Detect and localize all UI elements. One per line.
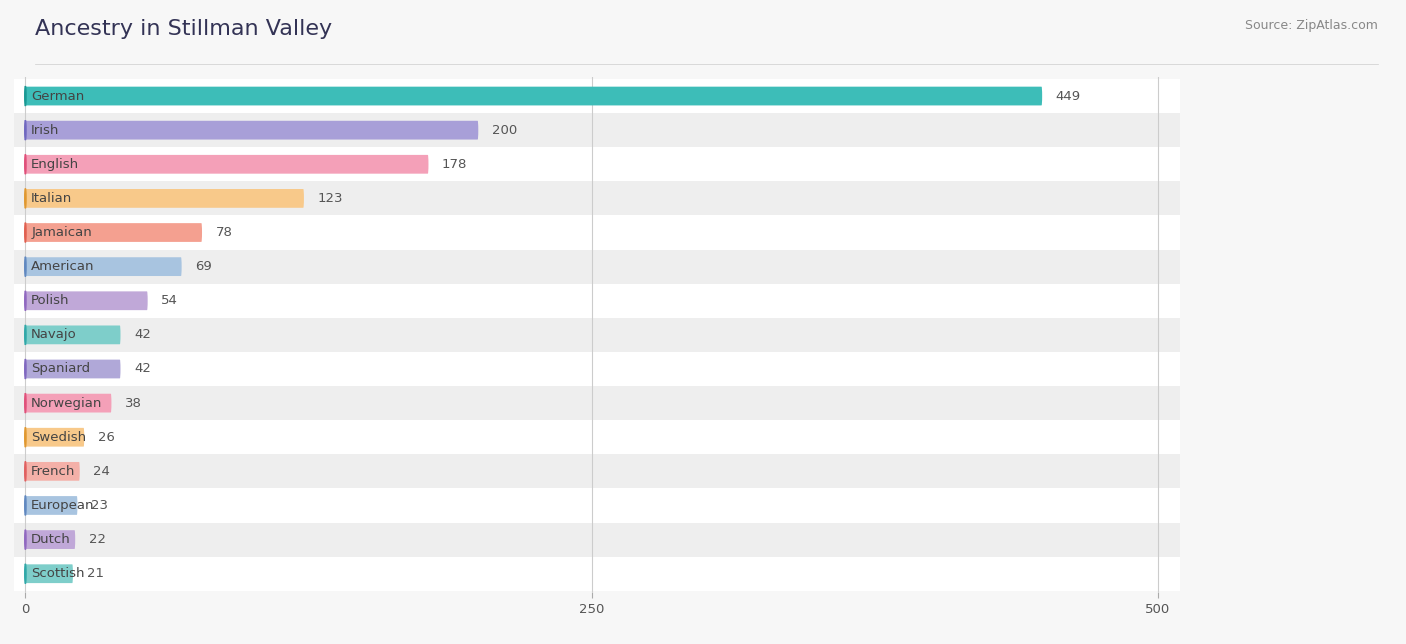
Text: 23: 23 <box>91 499 108 512</box>
Text: Polish: Polish <box>31 294 70 307</box>
Text: 200: 200 <box>492 124 517 137</box>
Text: 26: 26 <box>98 431 115 444</box>
Text: Jamaican: Jamaican <box>31 226 91 239</box>
Text: 38: 38 <box>125 397 142 410</box>
Text: American: American <box>31 260 94 273</box>
FancyBboxPatch shape <box>3 522 1180 556</box>
FancyBboxPatch shape <box>3 79 1180 113</box>
FancyBboxPatch shape <box>25 257 181 276</box>
Text: Navajo: Navajo <box>31 328 77 341</box>
Text: European: European <box>31 499 94 512</box>
FancyBboxPatch shape <box>25 325 121 345</box>
Text: 178: 178 <box>441 158 467 171</box>
FancyBboxPatch shape <box>3 284 1180 318</box>
FancyBboxPatch shape <box>25 496 77 515</box>
Text: Source: ZipAtlas.com: Source: ZipAtlas.com <box>1244 19 1378 32</box>
FancyBboxPatch shape <box>25 291 148 310</box>
Text: Spaniard: Spaniard <box>31 363 90 375</box>
Text: 22: 22 <box>89 533 105 546</box>
Text: Scottish: Scottish <box>31 567 84 580</box>
Text: 42: 42 <box>134 363 150 375</box>
Text: 78: 78 <box>215 226 232 239</box>
FancyBboxPatch shape <box>25 223 202 242</box>
Text: Ancestry in Stillman Valley: Ancestry in Stillman Valley <box>35 19 332 39</box>
Text: 54: 54 <box>162 294 179 307</box>
FancyBboxPatch shape <box>3 182 1180 216</box>
FancyBboxPatch shape <box>25 564 73 583</box>
FancyBboxPatch shape <box>3 556 1180 591</box>
FancyBboxPatch shape <box>3 386 1180 420</box>
Text: Norwegian: Norwegian <box>31 397 103 410</box>
FancyBboxPatch shape <box>25 393 111 413</box>
FancyBboxPatch shape <box>3 454 1180 488</box>
Text: French: French <box>31 465 76 478</box>
Text: Italian: Italian <box>31 192 72 205</box>
FancyBboxPatch shape <box>25 87 1042 106</box>
FancyBboxPatch shape <box>3 352 1180 386</box>
Text: Dutch: Dutch <box>31 533 70 546</box>
FancyBboxPatch shape <box>3 420 1180 454</box>
FancyBboxPatch shape <box>25 121 478 140</box>
Text: 69: 69 <box>195 260 212 273</box>
Text: 123: 123 <box>318 192 343 205</box>
Text: 24: 24 <box>93 465 110 478</box>
Text: 21: 21 <box>87 567 104 580</box>
FancyBboxPatch shape <box>25 462 80 480</box>
FancyBboxPatch shape <box>3 318 1180 352</box>
FancyBboxPatch shape <box>25 530 75 549</box>
Text: 449: 449 <box>1056 90 1081 102</box>
Text: German: German <box>31 90 84 102</box>
FancyBboxPatch shape <box>25 155 429 174</box>
FancyBboxPatch shape <box>3 488 1180 522</box>
Text: Irish: Irish <box>31 124 59 137</box>
FancyBboxPatch shape <box>3 216 1180 250</box>
FancyBboxPatch shape <box>25 428 84 447</box>
FancyBboxPatch shape <box>3 113 1180 147</box>
FancyBboxPatch shape <box>25 359 121 379</box>
Text: English: English <box>31 158 79 171</box>
FancyBboxPatch shape <box>3 250 1180 284</box>
FancyBboxPatch shape <box>3 147 1180 182</box>
Text: Swedish: Swedish <box>31 431 86 444</box>
FancyBboxPatch shape <box>25 189 304 208</box>
Text: 42: 42 <box>134 328 150 341</box>
